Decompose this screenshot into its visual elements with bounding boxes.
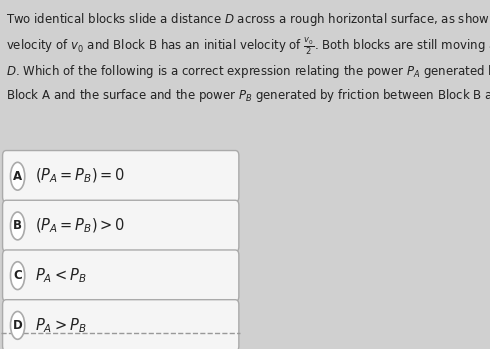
Text: $(P_A = P_B) > 0$: $(P_A = P_B) > 0$ [35,217,125,235]
Text: Two identical blocks slide a distance $D$ across a rough horizontal surface, as : Two identical blocks slide a distance $D… [6,11,490,104]
Text: $P_A < P_B$: $P_A < P_B$ [35,266,86,285]
Ellipse shape [10,262,25,290]
Text: $(P_A = P_B) = 0$: $(P_A = P_B) = 0$ [35,167,125,185]
FancyBboxPatch shape [2,300,239,349]
Ellipse shape [10,212,25,240]
Text: C: C [13,269,22,282]
Text: $P_A > P_B$: $P_A > P_B$ [35,316,86,335]
FancyBboxPatch shape [2,250,239,301]
Ellipse shape [10,162,25,190]
FancyBboxPatch shape [2,150,239,202]
Text: A: A [13,170,22,183]
Text: D: D [13,319,23,332]
Text: B: B [13,220,22,232]
Ellipse shape [10,311,25,339]
FancyBboxPatch shape [2,200,239,252]
